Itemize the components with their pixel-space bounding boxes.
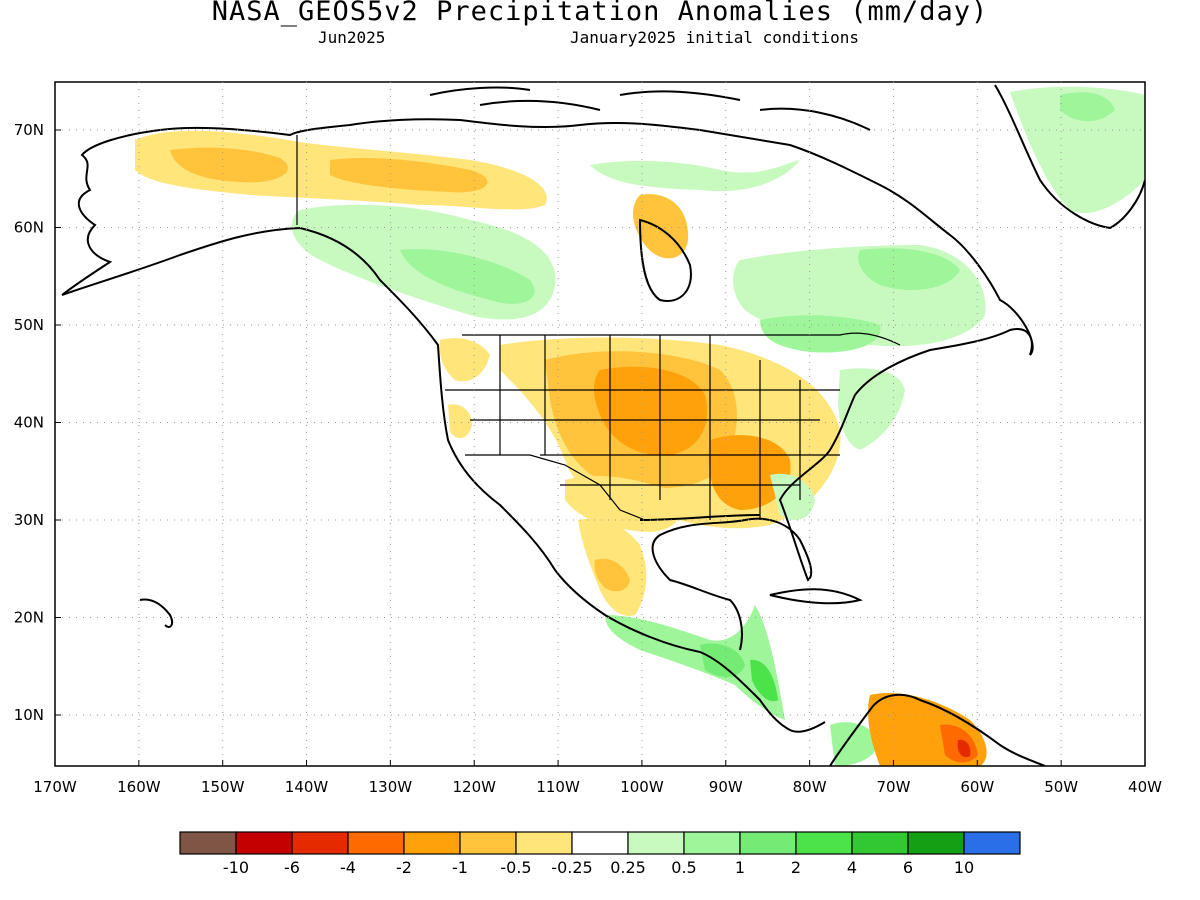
colorbar-label: 0.5 xyxy=(671,858,696,877)
coastline-hawaii xyxy=(139,598,174,628)
coastline-greenland xyxy=(994,84,1145,230)
coastline-gulf xyxy=(639,514,761,521)
wet-region-colombia xyxy=(830,722,880,766)
anomaly-shading xyxy=(135,86,1145,766)
dry-region-southeast xyxy=(708,435,791,510)
lon-tick-label: 60W xyxy=(960,778,994,796)
coastline-arctic-islands xyxy=(429,86,871,131)
lat-tick-label: 40N xyxy=(14,414,44,432)
dry-region-venezuela-extreme xyxy=(957,739,971,758)
lon-tick-label: 170W xyxy=(33,778,77,796)
coastline-cuba xyxy=(769,588,863,605)
political-boundaries xyxy=(296,135,901,521)
plot-frame xyxy=(54,81,1146,767)
wet-region-honduras xyxy=(750,659,778,702)
wet-region-east-coast xyxy=(838,368,905,450)
colorbar-label: 1 xyxy=(735,858,745,877)
colorbar-swatch xyxy=(795,831,853,855)
wet-region-bc-core xyxy=(400,249,535,304)
lon-tick-label: 130W xyxy=(369,778,413,796)
dry-region-plains-core xyxy=(594,366,707,456)
map-title: NASA_GEOS5v2 Precipitation Anomalies (mm… xyxy=(211,0,989,27)
dry-region-yukon-core xyxy=(330,158,488,193)
wet-region-guatemala xyxy=(700,643,745,677)
lon-tick-label: 40W xyxy=(1128,778,1162,796)
lon-tick-label: 100W xyxy=(620,778,664,796)
lat-tick-label: 10N xyxy=(14,706,44,724)
wet-region-greenland-core xyxy=(1060,92,1115,122)
lon-tick-label: 120W xyxy=(452,778,496,796)
wet-region-arctic xyxy=(590,160,800,192)
colorbar-swatch xyxy=(235,831,293,855)
lon-tick-label: 160W xyxy=(117,778,161,796)
dry-region-pacific-nw xyxy=(439,338,490,382)
border-us-canada xyxy=(462,332,901,346)
colorbar-swatch xyxy=(515,831,573,855)
lat-tick-label: 70N xyxy=(14,121,44,139)
colorbar-swatch xyxy=(291,831,349,855)
forecast-month: Jun2025 xyxy=(318,28,386,47)
colorbar-swatch xyxy=(739,831,797,855)
lat-tick-label: 30N xyxy=(14,511,44,529)
wet-region-greenland xyxy=(1010,86,1145,214)
colorbar-label: -2 xyxy=(396,858,412,877)
border-us-mexico xyxy=(465,454,646,521)
dry-region-southwest xyxy=(565,475,681,532)
colorbar-label: 10 xyxy=(954,858,974,877)
lon-tick-label: 110W xyxy=(536,778,580,796)
colorbar-swatch xyxy=(851,831,909,855)
colorbar-label: 4 xyxy=(847,858,857,877)
colorbar-swatch xyxy=(683,831,741,855)
colorbar-swatch xyxy=(627,831,685,855)
colorbar-label: -0.25 xyxy=(551,858,592,877)
colorbar-swatch xyxy=(459,831,517,855)
coastlines xyxy=(61,84,1145,766)
coastline-hudson-bay xyxy=(638,218,692,302)
colorbar-label: 6 xyxy=(903,858,913,877)
dry-region-alaska-core xyxy=(170,147,288,183)
border-state-grid xyxy=(445,335,840,520)
coastline-south-america xyxy=(829,693,1046,766)
colorbar-label: -10 xyxy=(223,858,249,877)
colorbar-label: -4 xyxy=(340,858,356,877)
colorbar-label: 0.25 xyxy=(610,858,646,877)
colorbar-swatch xyxy=(963,831,1021,855)
lat-tick-label: 20N xyxy=(14,609,44,627)
lon-tick-label: 140W xyxy=(285,778,329,796)
colorbar: -10 -6 -4 -2 -1 -0.5 -0.25 0.25 0.5 1 2 4 6 10 xyxy=(179,831,1021,877)
axis-ticks: 170W 160W 150W 140W 130W 120W 110W 100W 90W 80W 70… xyxy=(14,121,1162,796)
lon-tick-label: 80W xyxy=(793,778,827,796)
lat-tick-label: 50N xyxy=(14,316,44,334)
lon-tick-label: 150W xyxy=(201,778,245,796)
colorbar-label: 2 xyxy=(791,858,801,877)
coastline-north-america xyxy=(61,118,1034,733)
lon-tick-label: 70W xyxy=(877,778,911,796)
wet-region-central-america xyxy=(605,605,785,720)
colorbar-label: -0.5 xyxy=(500,858,531,877)
lon-tick-label: 90W xyxy=(709,778,743,796)
dry-region-mexico-core xyxy=(594,558,630,592)
dry-region-hudson xyxy=(633,194,689,259)
lat-tick-label: 60N xyxy=(14,219,44,237)
dry-region-california xyxy=(448,404,472,439)
initial-conditions: January2025 initial conditions xyxy=(570,28,859,47)
colorbar-label: -1 xyxy=(452,858,468,877)
colorbar-swatch xyxy=(347,831,405,855)
colorbar-swatch xyxy=(403,831,461,855)
colorbar-swatch xyxy=(571,831,629,855)
lon-tick-label: 50W xyxy=(1044,778,1078,796)
colorbar-swatch xyxy=(907,831,965,855)
colorbar-label: -6 xyxy=(284,858,300,877)
wet-region-labrador xyxy=(858,248,960,290)
colorbar-swatch xyxy=(179,831,237,855)
